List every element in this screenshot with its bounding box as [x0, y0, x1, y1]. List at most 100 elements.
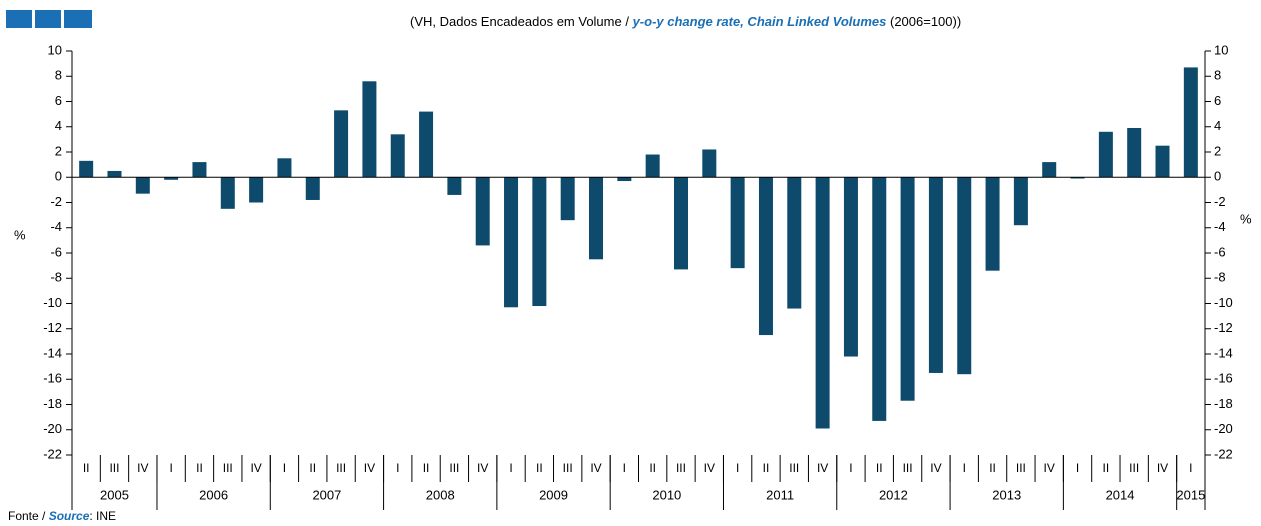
x-tick-label: III	[563, 461, 573, 475]
year-label: 2015	[1176, 487, 1205, 502]
x-tick-label: IV	[590, 461, 601, 475]
x-tick-label: IV	[477, 461, 488, 475]
bar	[192, 162, 207, 178]
y-tick-label: -16	[43, 371, 62, 386]
bar	[702, 149, 717, 178]
bar	[1155, 145, 1170, 178]
year-label: 2013	[992, 487, 1021, 502]
x-tick-label: II	[649, 461, 656, 475]
y2-tick-label: -12	[1214, 320, 1233, 335]
y2-tick-label: 0	[1214, 169, 1221, 184]
y2-tick-label: -18	[1214, 396, 1233, 411]
source-part: Fonte /	[8, 509, 49, 523]
y2-tick-label: -20	[1214, 421, 1233, 436]
bar	[1127, 128, 1142, 178]
x-tick-label: II	[1103, 461, 1110, 475]
x-tick-label: II	[423, 461, 430, 475]
bar	[532, 177, 547, 307]
x-tick-label: IV	[137, 461, 148, 475]
source: Fonte / Source: INE	[8, 509, 116, 523]
year-label: 2012	[879, 487, 908, 502]
y2-tick-label: -6	[1214, 244, 1226, 259]
x-tick-label: I	[963, 461, 966, 475]
x-tick-label: II	[763, 461, 770, 475]
x-tick-label: III	[1129, 461, 1139, 475]
y-tick-label: -18	[43, 396, 62, 411]
y-tick-label: -10	[43, 295, 62, 310]
y-tick-label: 4	[55, 118, 62, 133]
bar	[220, 177, 235, 209]
y2-axis-label: %	[1240, 211, 1252, 226]
bar	[560, 177, 575, 221]
logo-block	[6, 10, 32, 28]
bar	[617, 177, 632, 182]
bar	[305, 177, 320, 200]
year-label: 2007	[312, 487, 341, 502]
y2-tick-label: -22	[1214, 446, 1233, 461]
bar	[758, 177, 773, 336]
title-part: (2006=100))	[886, 14, 961, 29]
x-tick-label: IV	[817, 461, 828, 475]
y2-tick-label: 6	[1214, 93, 1221, 108]
y-tick-label: 2	[55, 143, 62, 158]
bar	[362, 81, 377, 178]
chart-title: (VH, Dados Encadeados em Volume / y-o-y …	[410, 14, 961, 29]
y2-tick-label: 8	[1214, 68, 1221, 83]
x-tick-label: IV	[930, 461, 941, 475]
x-tick-label: III	[1016, 461, 1026, 475]
year-label: 2005	[100, 487, 129, 502]
y-tick-label: -22	[43, 446, 62, 461]
y-tick-label: -4	[50, 219, 62, 234]
x-tick-label: I	[849, 461, 852, 475]
bar	[985, 177, 1000, 271]
x-tick-label: II	[196, 461, 203, 475]
y-tick-label: -14	[43, 345, 62, 360]
x-tick-label: I	[283, 461, 286, 475]
bar	[957, 177, 972, 375]
bar	[1013, 177, 1028, 226]
y-tick-label: 10	[48, 42, 62, 57]
bar	[475, 177, 490, 246]
bar	[928, 177, 943, 373]
bar	[135, 177, 150, 194]
year-label: 2011	[766, 487, 794, 502]
x-tick-label: IV	[1044, 461, 1055, 475]
source-part: Source	[49, 509, 90, 523]
bar	[1070, 177, 1085, 179]
y-tick-label: 8	[55, 68, 62, 83]
y-tick-label: 0	[55, 169, 62, 184]
x-tick-label: II	[876, 461, 883, 475]
x-tick-label: IV	[250, 461, 261, 475]
y2-tick-label: -2	[1214, 194, 1226, 209]
y-tick-label: -12	[43, 320, 62, 335]
x-tick-label: I	[396, 461, 399, 475]
x-tick-label: III	[676, 461, 686, 475]
bar	[872, 177, 887, 421]
year-label: 2009	[539, 487, 568, 502]
year-label: 2008	[426, 487, 455, 502]
bar	[815, 177, 830, 429]
bar	[504, 177, 519, 308]
x-tick-label: III	[223, 461, 233, 475]
bar	[787, 177, 802, 309]
y-tick-label: -8	[50, 270, 62, 285]
x-tick-label: III	[903, 461, 913, 475]
y-tick-label: 6	[55, 93, 62, 108]
y2-tick-label: 2	[1214, 143, 1221, 158]
bar	[79, 160, 94, 178]
bar	[730, 177, 745, 269]
title-part: y-o-y change rate, Chain Linked Volumes	[632, 14, 887, 29]
x-tick-label: IV	[704, 461, 715, 475]
y2-tick-label: -8	[1214, 270, 1226, 285]
x-tick-label: IV	[1157, 461, 1168, 475]
x-tick-label: I	[1189, 461, 1192, 475]
title-part: (VH, Dados Encadeados em Volume /	[410, 14, 633, 29]
x-tick-label: III	[789, 461, 799, 475]
bar	[277, 158, 292, 178]
year-label: 2010	[652, 487, 681, 502]
bar	[334, 110, 349, 178]
x-tick-label: III	[449, 461, 459, 475]
y2-tick-label: -10	[1214, 295, 1233, 310]
